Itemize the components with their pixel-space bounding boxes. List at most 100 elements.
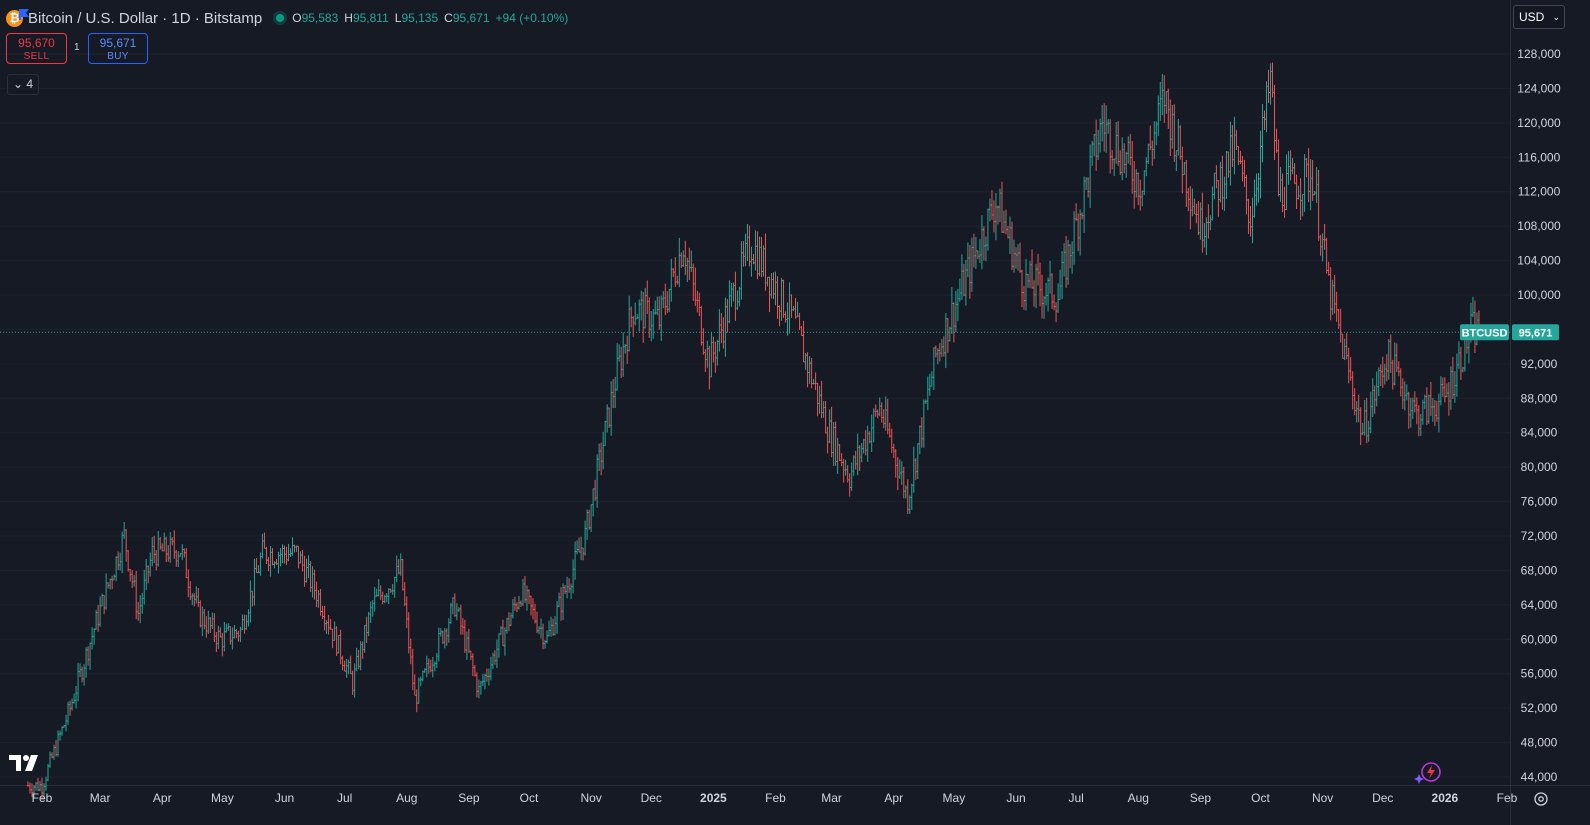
ohlc-bar[interactable] bbox=[1169, 99, 1172, 156]
ohlc-bar[interactable] bbox=[1119, 150, 1122, 175]
sell-button[interactable]: 95,670 SELL bbox=[6, 33, 67, 64]
ohlc-bar[interactable] bbox=[1143, 170, 1146, 196]
ohlc-bar[interactable] bbox=[1037, 253, 1040, 286]
ohlc-bar[interactable] bbox=[956, 288, 959, 321]
ohlc-bar[interactable] bbox=[552, 618, 555, 636]
ohlc-bar[interactable] bbox=[271, 548, 274, 566]
ohlc-bar[interactable] bbox=[968, 245, 971, 299]
ohlc-bar[interactable] bbox=[273, 561, 276, 569]
ohlc-bar[interactable] bbox=[1243, 159, 1246, 187]
ohlc-bar[interactable] bbox=[1383, 363, 1386, 385]
ohlc-bar[interactable] bbox=[1019, 242, 1022, 273]
ohlc-bar[interactable] bbox=[1057, 283, 1060, 313]
ohlc-bar[interactable] bbox=[495, 639, 498, 669]
ohlc-bar[interactable] bbox=[626, 335, 629, 364]
ohlc-bar[interactable] bbox=[902, 466, 905, 499]
ohlc-bar[interactable] bbox=[1317, 169, 1320, 241]
ohlc-bar[interactable] bbox=[678, 237, 681, 288]
ohlc-bar[interactable] bbox=[111, 575, 114, 590]
ohlc-bar[interactable] bbox=[71, 698, 74, 711]
ohlc-bar[interactable] bbox=[1077, 213, 1080, 252]
ohlc-bar[interactable] bbox=[1417, 405, 1420, 437]
ohlc-bar[interactable] bbox=[209, 616, 212, 634]
ohlc-bar[interactable] bbox=[1027, 273, 1030, 288]
ohlc-bar[interactable] bbox=[277, 551, 280, 574]
ohlc-bar[interactable] bbox=[1033, 280, 1036, 307]
ohlc-bar[interactable] bbox=[660, 295, 663, 341]
ohlc-bar[interactable] bbox=[654, 300, 657, 315]
ohlc-bar[interactable] bbox=[1209, 215, 1212, 231]
ohlc-bar[interactable] bbox=[566, 576, 569, 599]
ohlc-bar[interactable] bbox=[1127, 136, 1130, 164]
ohlc-bar[interactable] bbox=[287, 543, 290, 562]
ohlc-bar[interactable] bbox=[1221, 155, 1224, 210]
ohlc-bar[interactable] bbox=[612, 379, 615, 408]
ohlc-bar[interactable] bbox=[674, 257, 677, 287]
ohlc-bar[interactable] bbox=[1185, 160, 1188, 207]
ohlc-bar[interactable] bbox=[628, 295, 631, 352]
ohlc-bar[interactable] bbox=[403, 582, 406, 607]
ohlc-bar[interactable] bbox=[618, 344, 621, 362]
ohlc-bar[interactable] bbox=[1307, 148, 1310, 203]
ohlc-bar[interactable] bbox=[427, 658, 430, 674]
ohlc-bar[interactable] bbox=[459, 604, 462, 635]
ohlc-bar[interactable] bbox=[1369, 391, 1372, 434]
ohlc-bar[interactable] bbox=[105, 573, 108, 610]
ohlc-bar[interactable] bbox=[313, 569, 316, 600]
ohlc-bar[interactable] bbox=[217, 625, 220, 649]
ohlc-bar[interactable] bbox=[1023, 286, 1026, 310]
ohlc-bar[interactable] bbox=[1447, 382, 1450, 416]
ohlc-bar[interactable] bbox=[1173, 104, 1176, 162]
ohlc-bar[interactable] bbox=[1323, 223, 1326, 250]
ohlc-bar[interactable] bbox=[736, 290, 739, 311]
ohlc-bar[interactable] bbox=[620, 346, 623, 378]
ohlc-bar[interactable] bbox=[411, 648, 414, 691]
ohlc-bar[interactable] bbox=[800, 326, 803, 336]
ohlc-bar[interactable] bbox=[1205, 217, 1208, 256]
ohlc-bar[interactable] bbox=[886, 398, 889, 435]
ohlc-bar[interactable] bbox=[225, 623, 228, 633]
ohlc-bar[interactable] bbox=[718, 309, 721, 352]
ohlc-bar[interactable] bbox=[754, 230, 757, 271]
ohlc-bar[interactable] bbox=[457, 607, 460, 613]
ohlc-bar[interactable] bbox=[1399, 368, 1402, 397]
ohlc-bar[interactable] bbox=[339, 629, 342, 665]
ohlc-bar[interactable] bbox=[972, 233, 975, 268]
ohlc-bar[interactable] bbox=[990, 190, 993, 220]
ohlc-bar[interactable] bbox=[151, 536, 154, 567]
ohlc-bar[interactable] bbox=[1443, 377, 1446, 403]
ohlc-bar[interactable] bbox=[453, 593, 456, 617]
ohlc-bar[interactable] bbox=[1353, 388, 1356, 416]
ohlc-bar[interactable] bbox=[471, 653, 474, 677]
ohlc-bar[interactable] bbox=[479, 680, 482, 695]
ohlc-bar[interactable] bbox=[808, 356, 811, 384]
ohlc-bar[interactable] bbox=[664, 283, 667, 316]
ohlc-bar[interactable] bbox=[1133, 161, 1136, 209]
ohlc-bar[interactable] bbox=[1403, 381, 1406, 411]
ohlc-bar[interactable] bbox=[1453, 371, 1456, 403]
ohlc-bar[interactable] bbox=[534, 603, 537, 624]
ohlc-bar[interactable] bbox=[728, 280, 731, 324]
ohlc-bar[interactable] bbox=[988, 198, 991, 222]
ohlc-bar[interactable] bbox=[782, 279, 785, 318]
ohlc-bar[interactable] bbox=[185, 548, 188, 579]
ohlc-bar[interactable] bbox=[1000, 181, 1003, 233]
ohlc-bar[interactable] bbox=[1389, 334, 1392, 373]
ohlc-bar[interactable] bbox=[267, 557, 270, 572]
ohlc-bar[interactable] bbox=[532, 598, 535, 620]
ohlc-bar[interactable] bbox=[32, 784, 35, 799]
ohlc-bar[interactable] bbox=[1395, 343, 1398, 372]
ohlc-bar[interactable] bbox=[720, 313, 723, 344]
ohlc-bar[interactable] bbox=[28, 782, 31, 794]
ohlc-bar[interactable] bbox=[435, 652, 438, 668]
ohlc-bar[interactable] bbox=[882, 409, 885, 429]
ohlc-bar[interactable] bbox=[125, 529, 128, 562]
ohlc-bar[interactable] bbox=[1311, 159, 1314, 201]
ohlc-bar[interactable] bbox=[802, 320, 805, 363]
ohlc-bar[interactable] bbox=[1363, 400, 1366, 436]
ohlc-bar[interactable] bbox=[1347, 347, 1350, 384]
ohlc-bar[interactable] bbox=[135, 571, 138, 620]
ohlc-bar[interactable] bbox=[173, 530, 176, 559]
ohlc-bar[interactable] bbox=[550, 616, 553, 637]
